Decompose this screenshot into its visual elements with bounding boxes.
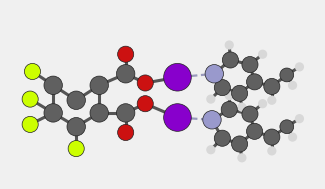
Circle shape [90,104,109,122]
Circle shape [242,106,258,122]
Circle shape [280,120,294,134]
Circle shape [237,153,246,162]
Circle shape [67,118,85,136]
Circle shape [137,75,153,91]
Circle shape [295,114,304,123]
Circle shape [205,65,224,83]
Circle shape [68,141,84,157]
Circle shape [242,57,258,73]
Circle shape [288,81,297,90]
Circle shape [246,74,263,90]
Circle shape [264,78,280,94]
Circle shape [225,91,234,100]
Circle shape [258,50,267,59]
Circle shape [258,99,267,108]
Circle shape [44,104,62,122]
Circle shape [280,68,294,82]
Circle shape [22,91,38,107]
Circle shape [288,132,297,142]
Circle shape [267,146,277,156]
Circle shape [206,145,215,154]
Circle shape [203,111,221,129]
Circle shape [44,76,62,94]
Circle shape [164,64,191,91]
Circle shape [90,76,109,94]
Circle shape [206,94,215,104]
Circle shape [221,101,237,118]
Circle shape [237,103,246,112]
Circle shape [295,62,304,71]
Circle shape [118,124,134,141]
Circle shape [214,130,230,146]
Circle shape [118,46,134,62]
Circle shape [231,85,248,101]
Circle shape [246,123,263,139]
Circle shape [214,80,230,96]
Circle shape [231,136,248,152]
Circle shape [137,96,153,112]
Circle shape [264,129,280,145]
Circle shape [22,116,38,132]
Circle shape [67,91,85,109]
Circle shape [116,104,135,122]
Circle shape [222,52,239,68]
Circle shape [24,64,41,80]
Circle shape [267,96,277,105]
Circle shape [225,40,234,50]
Circle shape [164,104,191,131]
Circle shape [116,65,135,83]
